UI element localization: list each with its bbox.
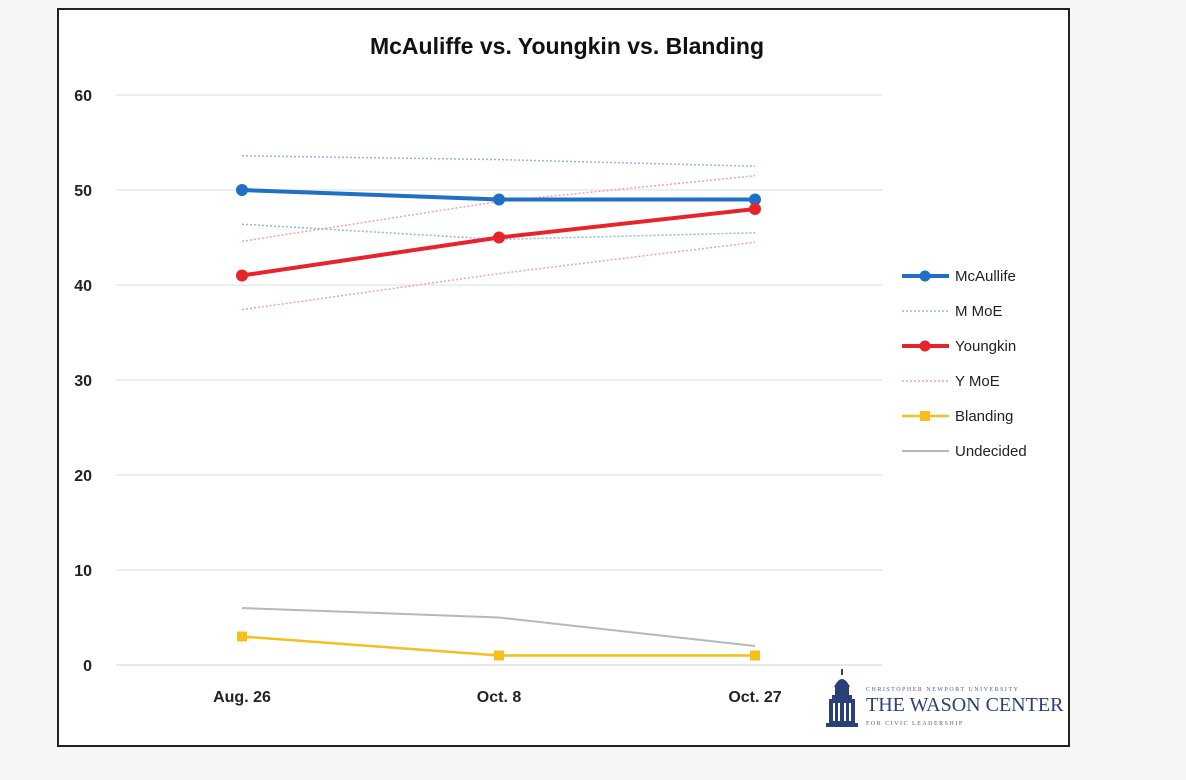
data-point xyxy=(493,193,505,206)
legend-label: Youngkin xyxy=(955,338,1016,355)
y-tick-label: 0 xyxy=(83,658,92,675)
legend-item: Youngkin xyxy=(902,338,1016,355)
line-chart: McAuliffe vs. Youngkin vs. Blanding 0 10 2… xyxy=(74,33,1027,706)
series-y-moe xyxy=(241,175,756,243)
wason-center-logo: CHRISTOPHER NEWPORT UNIVERSITY THE WASON… xyxy=(826,669,1064,727)
series-line xyxy=(241,175,756,243)
data-point xyxy=(236,269,248,282)
legend-item: Blanding xyxy=(902,408,1013,425)
x-tick-label: Aug. 26 xyxy=(213,689,271,706)
series-m-moe xyxy=(241,155,756,167)
data-point xyxy=(749,203,761,215)
series-mcaullife xyxy=(236,184,761,206)
data-point xyxy=(749,193,761,206)
series-group xyxy=(236,155,761,661)
data-point xyxy=(750,650,760,661)
series-youngkin xyxy=(236,203,761,282)
y-tick-label: 30 xyxy=(74,373,92,390)
data-point xyxy=(236,184,248,196)
legend-label: McAullife xyxy=(955,268,1016,285)
x-axis: Aug. 26 Oct. 8 Oct. 27 xyxy=(213,689,782,706)
legend-item: M MoE xyxy=(902,303,1003,320)
legend-marker xyxy=(919,340,931,352)
y-tick-label: 50 xyxy=(74,183,92,200)
series-line xyxy=(241,607,756,647)
series-line xyxy=(241,155,756,167)
legend-item: Y MoE xyxy=(902,373,1000,390)
legend-label: Blanding xyxy=(955,408,1013,425)
y-axis: 0 10 20 30 40 50 60 xyxy=(74,88,92,675)
logo-university-line: CHRISTOPHER NEWPORT UNIVERSITY xyxy=(866,687,1019,693)
series-line xyxy=(241,241,756,311)
logo-civic-line: FOR CIVIC LEADERSHIP xyxy=(866,721,964,727)
series-y-moe xyxy=(241,241,756,311)
chart-title: McAuliffe vs. Youngkin vs. Blanding xyxy=(370,33,764,59)
logo-center-name: THE WASON CENTER xyxy=(866,694,1064,716)
series-blanding xyxy=(237,631,760,661)
series-undecided xyxy=(241,607,756,647)
capitol-dome-icon xyxy=(826,669,858,727)
x-tick-label: Oct. 27 xyxy=(728,689,781,706)
data-point xyxy=(493,231,505,244)
y-tick-label: 20 xyxy=(74,468,92,485)
gridlines xyxy=(116,94,882,666)
y-tick-label: 60 xyxy=(74,88,92,105)
chart-frame: McAuliffe vs. Youngkin vs. Blanding 0 10 2… xyxy=(57,8,1070,747)
legend: McAullife M MoE Youngkin Y MoE Blanding Undec… xyxy=(902,268,1027,460)
data-point xyxy=(237,631,247,642)
legend-label: Y MoE xyxy=(955,373,1000,390)
y-tick-label: 40 xyxy=(74,278,92,295)
legend-item: McAullife xyxy=(902,268,1016,285)
y-tick-label: 10 xyxy=(74,563,92,580)
legend-item: Undecided xyxy=(902,443,1027,460)
legend-label: M MoE xyxy=(955,303,1003,320)
x-tick-label: Oct. 8 xyxy=(477,689,522,706)
legend-marker xyxy=(919,270,931,282)
legend-marker xyxy=(920,411,930,421)
legend-label: Undecided xyxy=(955,443,1027,460)
data-point xyxy=(494,650,504,661)
